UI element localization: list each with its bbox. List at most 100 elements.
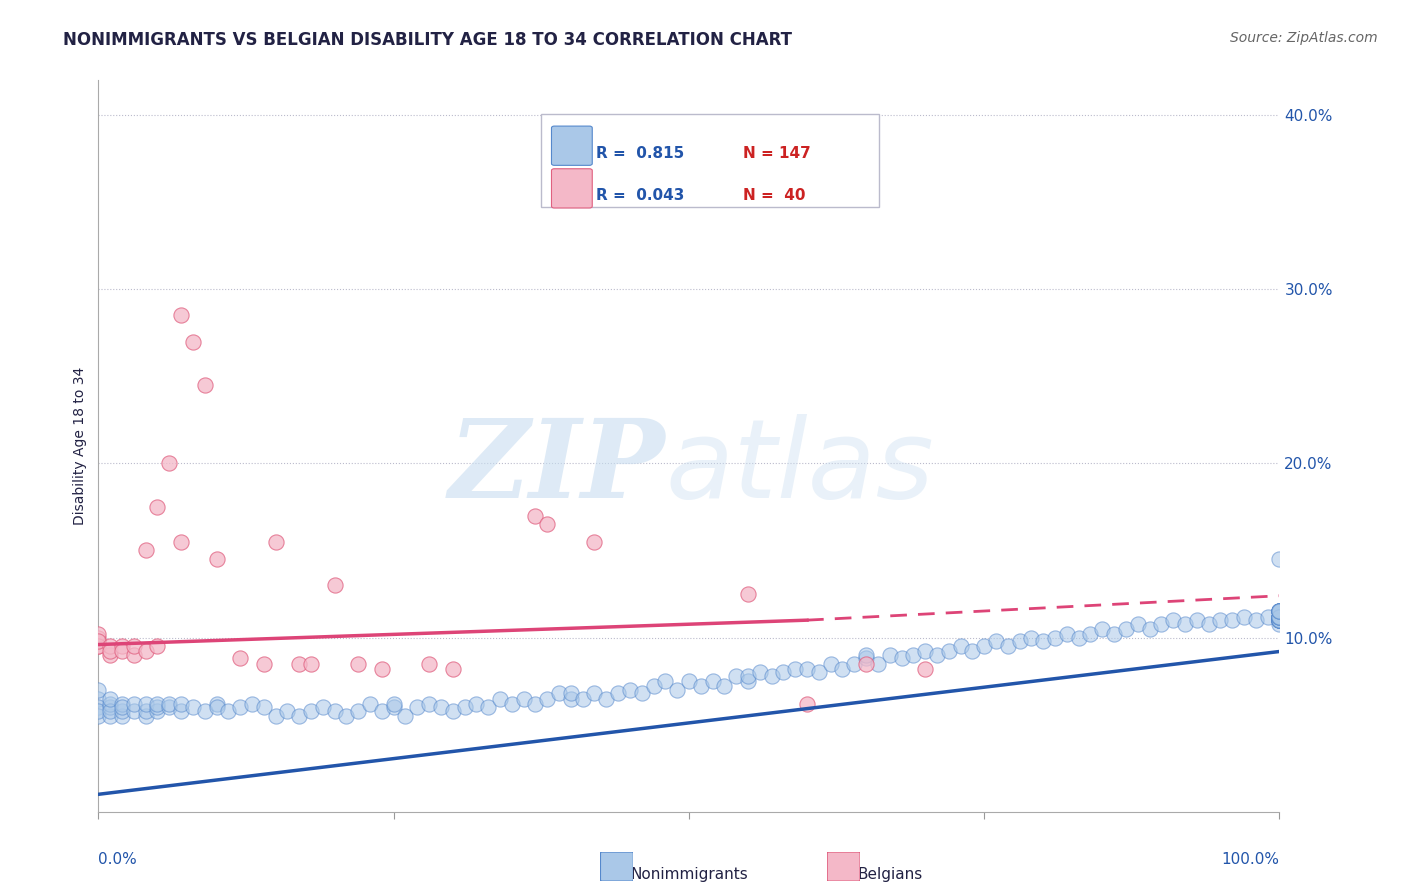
Point [1056,627,1078,641]
Text: N = 147: N = 147 [744,145,811,161]
Point [229,700,252,714]
Point [264,534,287,549]
Point [194,704,217,718]
Point [205,552,228,566]
Point [1091,622,1114,636]
Point [512,691,534,706]
Point [925,648,948,662]
Point [87,682,110,697]
Point [607,686,630,700]
Point [820,657,842,671]
Point [98,640,121,654]
Point [157,700,180,714]
Point [87,700,110,714]
Point [1268,609,1291,624]
Text: Nonimmigrants: Nonimmigrants [630,867,748,881]
Point [666,682,689,697]
Point [1268,609,1291,624]
Point [111,644,134,658]
Point [181,700,204,714]
Point [1032,634,1054,648]
Point [382,697,405,711]
Point [866,657,889,671]
Point [87,704,110,718]
Point [157,457,180,471]
Point [205,697,228,711]
Point [87,640,110,654]
Point [406,700,429,714]
FancyBboxPatch shape [551,126,592,165]
Point [430,700,453,714]
FancyBboxPatch shape [551,169,592,208]
Y-axis label: Disability Age 18 to 34: Disability Age 18 to 34 [73,367,87,525]
Point [678,674,700,689]
Point [146,700,169,714]
Point [748,665,770,680]
Text: 100.0%: 100.0% [1222,852,1279,867]
Point [702,674,724,689]
Point [170,534,193,549]
Point [560,691,582,706]
Point [489,691,512,706]
Point [689,679,711,693]
Point [1268,604,1291,618]
Text: 0.0%: 0.0% [98,852,138,867]
Point [276,704,298,718]
Point [914,644,936,658]
Text: Belgians: Belgians [858,867,922,881]
Point [524,508,547,523]
Point [1268,609,1291,624]
Point [98,700,121,714]
Point [122,697,145,711]
Point [135,704,157,718]
Point [1268,616,1291,631]
Point [643,679,665,693]
Point [548,686,571,700]
Point [1174,616,1197,631]
Point [855,657,877,671]
Point [984,634,1007,648]
Point [796,697,818,711]
Point [441,662,464,676]
Point [135,709,157,723]
Point [1161,613,1184,627]
Point [1244,613,1267,627]
Point [87,691,110,706]
Point [1268,609,1291,624]
Point [87,631,110,645]
Point [253,700,276,714]
Point [962,644,984,658]
Point [844,657,866,671]
Point [146,704,169,718]
Point [1268,613,1291,627]
Point [240,697,263,711]
Point [111,704,134,718]
Point [855,651,877,665]
Point [737,674,759,689]
Point [122,648,145,662]
Point [288,709,311,723]
Point [170,704,193,718]
Point [194,378,217,392]
Point [122,640,145,654]
Point [1220,613,1243,627]
Point [1185,613,1208,627]
Text: ZIP: ZIP [449,414,665,522]
Point [98,691,121,706]
Point [1209,613,1232,627]
Point [382,700,405,714]
Point [1150,616,1173,631]
Point [785,662,807,676]
Point [146,697,169,711]
Point [1268,552,1291,566]
Point [1268,613,1291,627]
Point [418,697,440,711]
Point [949,640,972,654]
Point [583,534,606,549]
Point [111,697,134,711]
Point [1233,609,1256,624]
Point [477,700,499,714]
Point [914,662,936,676]
Point [997,640,1019,654]
Point [217,704,239,718]
